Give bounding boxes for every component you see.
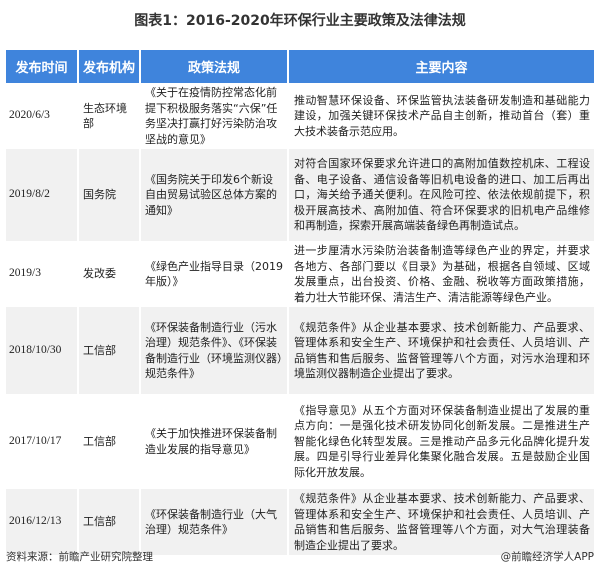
cell-agency: 国务院: [78, 149, 141, 241]
cell-date: 2019/3: [6, 241, 79, 307]
cell-policy: 《关于在疫情防控常态化前提下积极服务落实“六保”任务坚决打赢打好污染防治攻坚战的…: [140, 83, 289, 149]
cell-content: 进一步厘清水污染防治装备制造等绿色产业的界定，并要求各地方、各部门要以《目录》为…: [294, 244, 590, 304]
cell-content: 《规范条件》从企业基本要求、技术创新能力、产品要求、管理体系和安全生产、环境保护…: [288, 307, 594, 394]
cell-content: 推动智慧环保设备、环保监管执法装备研发制造和基础能力建设，加强关键环保技术产品自…: [294, 93, 590, 138]
cell-agency: 工信部: [78, 307, 141, 394]
cell-policy: 《国务院关于印发6个新设自由贸易试验区总体方案的通知》: [140, 149, 289, 241]
cell-policy: 《环保装备制造行业（大气治理）规范条件》: [140, 489, 289, 555]
cell-content: 对符合国家环保要求允许进口的高附加值数控机床、工程设备、电子设备、通信设备等旧机…: [288, 149, 594, 241]
cell-date: 2018/10/30: [6, 307, 79, 394]
column-header-agency: 发布机构: [78, 50, 141, 83]
cell-content: 《指导意见》从五个方面对环保装备制造业提出了发展的重点方向：一是强化技术研发协同…: [294, 403, 590, 479]
cell-policy: 《绿色产业指导目录（2019年版）》: [140, 241, 289, 307]
cell-agency: 工信部: [78, 394, 141, 489]
column-header-date: 发布时间: [6, 50, 79, 83]
table-row: 2018/10/30 工信部 《环保装备制造行业（污水治理）规范条件》、《环保装备制…: [6, 307, 594, 394]
cell-agency: 生态环境部: [78, 83, 141, 149]
cell-date: 2019/8/2: [6, 149, 79, 241]
cell-agency: 发改委: [78, 241, 141, 307]
cell-date: 2017/10/17: [6, 394, 79, 489]
table-row: 2020/6/3 生态环境部 《关于在疫情防控常态化前提下积极服务落实“六保”任务坚…: [6, 83, 594, 149]
table-row: 2016/12/13 工信部 《环保装备制造行业（大气治理）规范条件》 《规范条件》从…: [6, 489, 594, 555]
credit: @前瞻经济学人APP: [500, 551, 594, 563]
cell-agency: 工信部: [78, 489, 141, 555]
policy-table: 发布时间 发布机构 政策法规 主要内容 2020/6/3 生态环境部 《关于在疫情防…: [6, 50, 594, 555]
cell-date: 2020/6/3: [6, 83, 79, 149]
table-header: 发布时间 发布机构 政策法规 主要内容: [6, 50, 594, 83]
cell-content: 《规范条件》从企业基本要求、技术创新能力、产品要求、管理体系和安全生产、环境保护…: [288, 489, 594, 555]
cell-date: 2016/12/13: [6, 489, 79, 555]
table-row: 2017/10/17 工信部 《关于加快推进环保装备制造业发展的指导意见》 《指导意见…: [6, 394, 594, 489]
column-header-content: 主要内容: [288, 50, 594, 83]
cell-policy: 《环保装备制造行业（污水治理）规范条件》、《环保装备制造行业（环境监测仪器）规范…: [140, 307, 289, 394]
cell-policy: 《关于加快推进环保装备制造业发展的指导意见》: [140, 394, 289, 489]
source-note: 资料来源：前瞻产业研究院整理: [6, 551, 153, 563]
page-title: 图表1：2016-2020年环保行业主要政策及法律法规: [134, 13, 466, 29]
column-header-policy: 政策法规: [140, 50, 289, 83]
footer: 资料来源：前瞻产业研究院整理 @前瞻经济学人APP: [6, 549, 594, 564]
table-row: 2019/3 发改委 《绿色产业指导目录（2019年版）》 进一步厘清水污染防治装备制…: [6, 241, 594, 307]
table-row: 2019/8/2 国务院 《国务院关于印发6个新设自由贸易试验区总体方案的通知》 对符…: [6, 149, 594, 241]
